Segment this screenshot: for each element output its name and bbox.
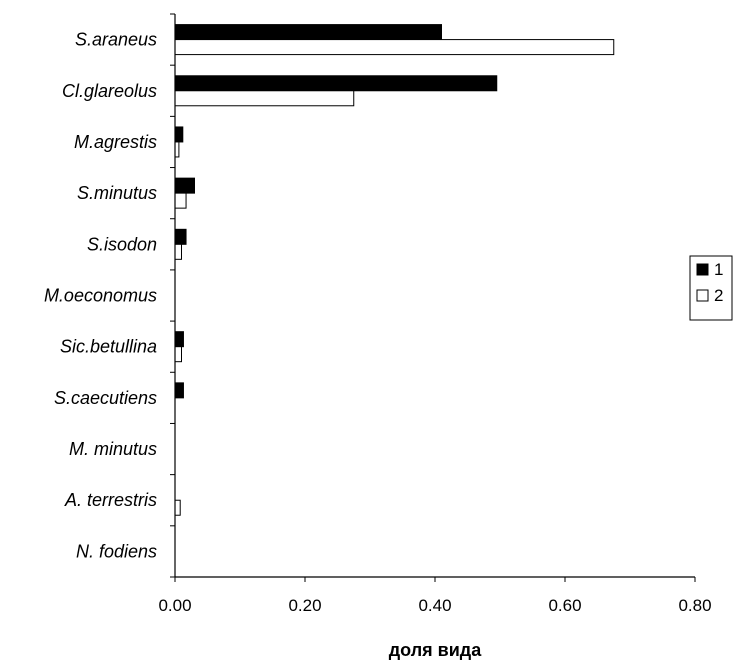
legend-swatch-1 bbox=[696, 263, 709, 276]
category-label: M.oeconomus bbox=[44, 286, 157, 306]
x-tick-label: 0.00 bbox=[158, 596, 191, 615]
legend-swatch-2 bbox=[696, 289, 709, 302]
category-label: N. fodiens bbox=[76, 541, 157, 561]
category-label: M. minutus bbox=[69, 439, 157, 459]
category-label: S.araneus bbox=[75, 30, 157, 50]
x-tick-label: 0.40 bbox=[418, 596, 451, 615]
category-label: S.caecutiens bbox=[54, 388, 157, 408]
bar-series-2 bbox=[174, 192, 187, 209]
category-label: A. terrestris bbox=[64, 490, 157, 510]
x-tick-label: 0.60 bbox=[548, 596, 581, 615]
legend-label: 2 bbox=[714, 286, 723, 305]
legend-label: 1 bbox=[714, 260, 723, 279]
legend-box bbox=[689, 255, 733, 321]
category-label: Cl.glareolus bbox=[62, 81, 157, 101]
bar-series-1 bbox=[174, 331, 184, 348]
category-label: S.minutus bbox=[77, 183, 157, 203]
x-tick-labels: 0.00 0.20 0.40 0.60 0.80 bbox=[158, 596, 711, 615]
category-label: M.agrestis bbox=[74, 132, 157, 152]
bar-series-1 bbox=[174, 177, 195, 194]
axis-tick-marks bbox=[170, 13, 696, 582]
bar-series-2 bbox=[174, 499, 181, 516]
bar-series-1 bbox=[174, 24, 442, 41]
bar-series-1 bbox=[174, 126, 184, 143]
bars-layer bbox=[174, 24, 615, 516]
bar-series-2 bbox=[174, 90, 355, 107]
legend: 12 bbox=[689, 255, 733, 321]
x-tick-label: 0.20 bbox=[288, 596, 321, 615]
x-axis-label: доля вида bbox=[389, 640, 482, 660]
category-label: Sic.betullina bbox=[60, 337, 157, 357]
bar-series-2 bbox=[174, 346, 182, 363]
bar-series-1 bbox=[174, 382, 184, 399]
bar-series-2 bbox=[174, 39, 615, 56]
category-labels: S.araneus Cl.glareolus M.agrestis S.minutus… bbox=[44, 30, 157, 562]
x-tick-label: 0.80 bbox=[678, 596, 711, 615]
bar-series-2 bbox=[174, 243, 182, 260]
bar-series-1 bbox=[174, 228, 187, 245]
category-label: S.isodon bbox=[87, 234, 157, 254]
bar-series-1 bbox=[174, 75, 498, 92]
